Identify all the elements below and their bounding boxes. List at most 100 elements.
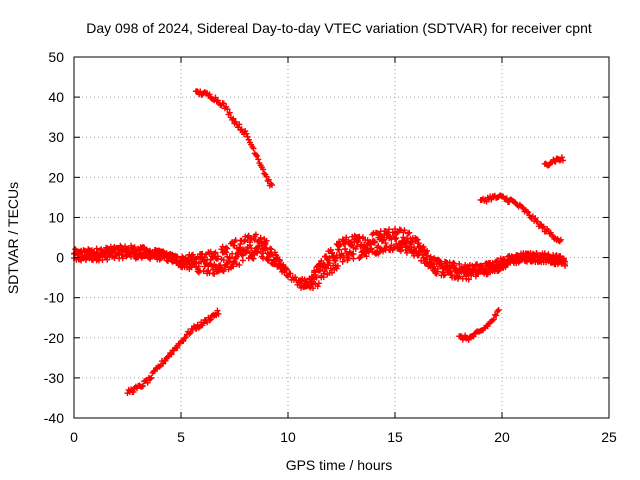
x-tick-label: 15 <box>387 429 403 445</box>
data-point <box>220 268 227 275</box>
data-point <box>493 312 500 319</box>
data-point <box>328 250 335 257</box>
data-point <box>268 246 275 253</box>
data-point <box>394 229 401 236</box>
data-point <box>148 374 155 381</box>
series-satellite-arc-short-top-right <box>541 154 566 169</box>
data-point <box>223 249 230 256</box>
series-satellite-arc-rising-lower-right <box>456 306 502 343</box>
series-satellite-arc-hump-right <box>477 192 564 245</box>
data-point <box>219 267 226 274</box>
data-point <box>174 344 181 351</box>
data-point <box>220 100 227 107</box>
data-point <box>244 133 251 140</box>
data-point <box>414 236 421 243</box>
data-point <box>255 156 262 163</box>
y-tick-label: -40 <box>44 410 64 426</box>
data-point <box>236 261 243 268</box>
data-point <box>229 116 236 123</box>
data-point <box>151 367 158 374</box>
data-point <box>243 248 250 255</box>
data-point <box>419 251 426 258</box>
data-point <box>488 196 495 203</box>
data-point <box>243 130 250 137</box>
data-point <box>220 257 227 264</box>
data-point <box>314 283 321 290</box>
data-point <box>267 245 274 252</box>
data-point <box>383 243 390 250</box>
data-point <box>181 335 188 342</box>
data-point <box>539 224 546 231</box>
data-point <box>489 317 496 324</box>
y-tick-label: -20 <box>44 330 64 346</box>
y-tick-label: 0 <box>56 250 64 266</box>
data-point <box>189 251 196 258</box>
data-point <box>519 204 526 211</box>
plot-frame <box>73 56 610 419</box>
data-point <box>250 145 257 152</box>
data-point <box>187 329 194 336</box>
x-axis-label: GPS time / hours <box>286 457 393 473</box>
data-point <box>195 324 202 331</box>
x-tick-label: 0 <box>70 429 78 445</box>
data-point <box>493 258 500 265</box>
x-tick-label: 5 <box>177 429 185 445</box>
y-tick-label: -30 <box>44 370 64 386</box>
y-tick-label: 30 <box>48 129 64 145</box>
data-point <box>207 316 214 323</box>
data-point <box>350 255 357 262</box>
data-point <box>238 126 245 133</box>
data-point <box>327 246 334 253</box>
data-point <box>334 262 341 269</box>
data-point <box>230 115 237 122</box>
data-point <box>490 316 497 323</box>
data-point <box>254 153 261 160</box>
data-point <box>200 320 207 327</box>
data-point <box>380 236 387 243</box>
data-point <box>368 245 375 252</box>
data-point <box>465 276 472 283</box>
data-series-group <box>71 88 569 397</box>
data-point <box>355 237 362 244</box>
data-point <box>265 176 272 183</box>
data-point <box>104 256 111 263</box>
data-point <box>174 254 181 261</box>
data-point <box>268 182 275 189</box>
data-point <box>232 118 239 125</box>
data-point <box>340 241 347 248</box>
data-point <box>557 236 564 243</box>
data-point <box>147 375 154 382</box>
data-point <box>403 249 410 256</box>
data-point <box>236 121 243 128</box>
data-point <box>257 238 264 245</box>
data-point <box>230 263 237 270</box>
data-point <box>162 357 169 364</box>
data-point <box>252 231 259 238</box>
data-point <box>280 261 287 268</box>
data-point <box>292 274 299 281</box>
data-point <box>211 261 218 268</box>
data-point <box>315 268 322 275</box>
data-point <box>356 255 363 262</box>
y-tick-label: 10 <box>48 209 64 225</box>
data-point <box>263 237 270 244</box>
x-tick-label: 20 <box>494 429 510 445</box>
data-point <box>254 249 261 256</box>
data-point <box>221 248 228 255</box>
data-point <box>199 250 206 257</box>
data-point <box>215 310 222 317</box>
series-satellite-arc-ascending-lower <box>124 307 222 397</box>
data-point <box>226 109 233 116</box>
data-point <box>239 252 246 259</box>
data-point <box>252 151 259 158</box>
data-point <box>229 250 236 257</box>
x-tick-label: 25 <box>601 429 617 445</box>
data-point <box>246 239 253 246</box>
data-point <box>456 273 463 280</box>
data-point <box>405 230 412 237</box>
data-point <box>470 333 477 340</box>
data-point <box>206 91 213 98</box>
data-point <box>245 136 252 143</box>
data-point <box>532 215 539 222</box>
